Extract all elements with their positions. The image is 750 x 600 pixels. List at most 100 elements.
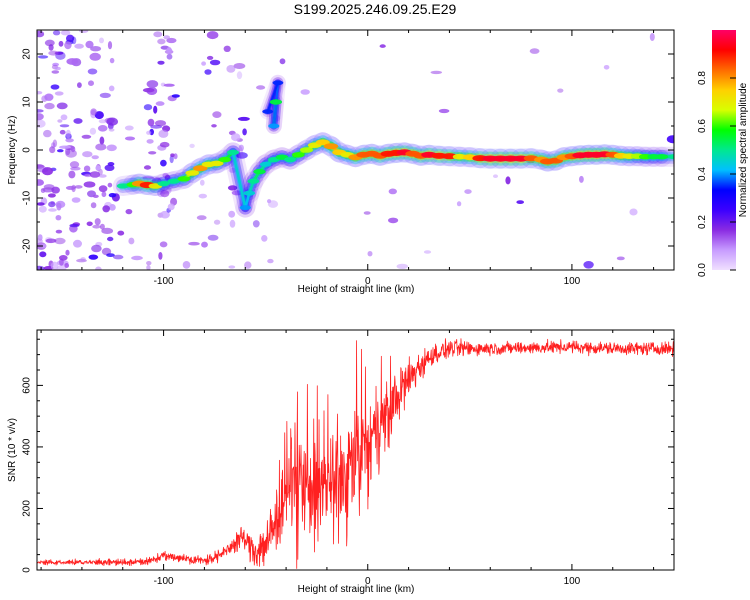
speckle-mark (107, 41, 113, 50)
y-tick-label: -10 (22, 190, 33, 205)
speckle-mark (160, 210, 170, 219)
speckle-mark (84, 173, 92, 178)
speckle-mark (54, 66, 61, 71)
speckle-mark (227, 185, 238, 191)
speckle-mark (71, 36, 77, 45)
spectrogram-background (37, 30, 674, 270)
speckle-mark (58, 40, 64, 47)
speckle-mark (95, 143, 107, 151)
speckle-mark (147, 118, 155, 127)
speckle-mark (228, 167, 237, 173)
speckle-mark (233, 63, 246, 69)
speckle-mark (367, 251, 373, 257)
speckle-mark (48, 201, 56, 208)
x-tick-label: -100 (154, 576, 174, 587)
speckle-mark (154, 120, 167, 127)
speckle-mark (57, 119, 63, 123)
speckle-mark (45, 238, 57, 244)
speckle-mark (182, 261, 191, 269)
y-tick-label: 200 (22, 500, 33, 517)
speckle-mark (158, 252, 163, 260)
speckle-mark (529, 48, 540, 54)
speckle-mark (363, 211, 371, 215)
speckle-mark (37, 55, 49, 59)
speckle-mark (38, 205, 47, 213)
speckle-mark (157, 60, 165, 65)
speckle-mark (516, 200, 524, 205)
speckle-mark (49, 146, 56, 154)
speckle-mark (37, 113, 44, 121)
speckle-mark (143, 165, 152, 170)
speckle-mark (69, 161, 80, 169)
speckle-mark (99, 136, 105, 145)
ridge-peak (177, 176, 191, 182)
speckle-mark (48, 50, 59, 56)
speckle-mark (98, 185, 108, 193)
speckle-mark (74, 185, 83, 189)
speckle-mark (131, 255, 143, 261)
spectrogram-noise-speckle (37, 30, 674, 270)
figure-title: S199.2025.246.09.25.E29 (294, 1, 457, 17)
y-tick-label: 20 (22, 48, 33, 60)
speckle-mark (146, 80, 159, 88)
speckle-mark (107, 182, 113, 188)
speckle-mark (109, 204, 116, 211)
colorbar-tick-label: 0.0 (697, 263, 708, 277)
colorbar-label: Normalized spectral amplitude (738, 82, 749, 217)
spectrogram-ridge (112, 74, 674, 218)
snr-ticks: -100 0 100 0 200 400 600 (22, 330, 674, 587)
speckle-mark (188, 241, 200, 246)
speckle-mark (47, 193, 56, 198)
speckle-mark (87, 68, 98, 75)
ridge-peak (299, 147, 314, 153)
speckle-mark (244, 261, 252, 269)
y-tick-label: 10 (22, 96, 33, 108)
speckle-mark (456, 201, 462, 207)
speckle-mark (267, 258, 274, 264)
speckle-mark (50, 261, 59, 270)
colorbar-tick-label: 0.4 (697, 167, 708, 181)
speckle-mark (65, 129, 71, 139)
speckle-mark (666, 135, 674, 144)
speckle-mark (43, 129, 52, 138)
speckle-mark (66, 58, 79, 65)
speckle-mark (92, 224, 101, 229)
speckle-mark (616, 256, 625, 261)
ridge-peak (116, 183, 129, 189)
speckle-mark (65, 149, 77, 158)
x-tick-label: -100 (154, 276, 174, 287)
speckle-mark (379, 44, 386, 48)
speckle-mark (228, 210, 236, 218)
speckle-mark (267, 200, 279, 208)
speckle-mark (388, 217, 399, 224)
speckle-mark (60, 30, 71, 36)
speckle-mark (60, 114, 68, 121)
speckle-mark (153, 105, 158, 114)
speckle-mark (98, 119, 107, 124)
speckle-mark (48, 208, 57, 212)
speckle-mark (37, 109, 44, 113)
speckle-mark (89, 52, 101, 61)
ridge-peak (268, 123, 280, 129)
speckle-mark (388, 188, 397, 195)
spectrogram-xlabel: Height of straight line (km) (298, 284, 415, 295)
speckle-mark (81, 134, 92, 139)
speckle-mark (256, 85, 266, 90)
speckle-mark (196, 215, 207, 221)
speckle-mark (170, 153, 175, 157)
speckle-mark (37, 238, 43, 244)
ridge-peak (157, 181, 170, 187)
speckle-mark (59, 254, 68, 261)
speckle-mark (80, 257, 86, 262)
speckle-mark (242, 128, 247, 136)
speckle-mark (95, 266, 102, 270)
speckle-mark (97, 125, 108, 132)
speckle-mark (66, 34, 75, 43)
speckle-mark (55, 229, 63, 234)
speckle-mark (68, 170, 76, 179)
speckle-mark (101, 191, 107, 198)
speckle-mark (71, 197, 81, 203)
speckle-mark (148, 151, 157, 155)
